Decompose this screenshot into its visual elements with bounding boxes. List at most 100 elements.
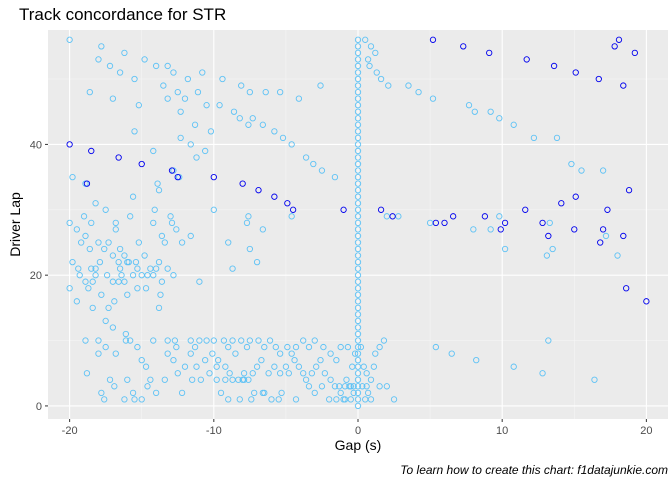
data-point-light: [238, 337, 245, 344]
data-point-light: [510, 121, 517, 128]
data-point-light: [191, 121, 199, 128]
data-point-light: [530, 134, 538, 142]
data-point-dark: [545, 232, 552, 240]
data-point-light: [614, 252, 621, 259]
data-point-light: [155, 187, 163, 194]
data-point-light: [360, 363, 367, 370]
data-point-light: [385, 82, 392, 89]
data-point-light: [317, 82, 324, 89]
data-point-dark: [523, 56, 530, 63]
data-point-light: [129, 272, 137, 279]
data-point-light: [177, 108, 184, 115]
data-point-light: [284, 343, 291, 351]
data-point-light: [152, 389, 160, 396]
data-point-light: [246, 245, 254, 253]
data-point-light: [82, 278, 89, 285]
data-point-light: [473, 357, 480, 364]
data-point-light: [245, 376, 252, 383]
data-point-light: [225, 396, 232, 403]
data-point-dark: [377, 206, 385, 213]
data-point-light: [206, 370, 213, 377]
data-point-light: [376, 343, 383, 351]
data-point-light: [174, 370, 181, 377]
data-point-light: [354, 258, 362, 266]
x-axis-title: Gap (s): [335, 437, 382, 453]
data-point-light: [354, 193, 362, 200]
data-point-light: [354, 330, 362, 338]
data-points: [66, 36, 650, 410]
data-point-light: [121, 252, 128, 259]
data-point-light: [354, 95, 362, 102]
data-point-light: [95, 337, 102, 344]
data-point-light: [88, 219, 95, 227]
data-point-light: [122, 330, 130, 338]
data-point-light: [343, 376, 350, 383]
data-point-light: [337, 389, 344, 396]
data-point-light: [82, 337, 89, 344]
data-point-light: [121, 49, 128, 57]
data-point-light: [380, 337, 388, 344]
data-point-light: [135, 102, 142, 109]
data-point-light: [125, 258, 132, 266]
data-point-light: [230, 108, 238, 115]
data-point-dark: [486, 49, 493, 57]
data-point-light: [210, 206, 217, 213]
data-point-light: [118, 272, 125, 279]
data-point-light: [276, 88, 284, 96]
data-point-dark: [429, 36, 437, 43]
data-point-dark: [441, 219, 448, 227]
data-point-light: [350, 383, 357, 390]
data-point-dark: [615, 36, 623, 43]
data-point-light: [111, 298, 118, 305]
data-point-light: [327, 376, 334, 383]
data-point-light: [154, 180, 161, 187]
data-point-light: [354, 357, 362, 364]
data-point-light: [102, 343, 109, 351]
data-point-light: [245, 213, 252, 220]
data-point-light: [372, 49, 379, 57]
data-point-light: [232, 350, 239, 357]
data-point-light: [367, 376, 375, 383]
data-point-light: [429, 95, 437, 102]
data-point-light: [310, 160, 317, 168]
data-point-light: [92, 200, 99, 207]
data-point-dark: [289, 206, 297, 213]
data-point-light: [354, 265, 362, 272]
data-point-light: [357, 343, 365, 351]
data-point-light: [105, 304, 112, 312]
data-point-light: [496, 213, 503, 220]
data-point-dark: [571, 226, 578, 233]
data-point-light: [75, 265, 82, 272]
data-point-light: [320, 343, 327, 351]
data-point-dark: [284, 200, 291, 207]
data-point-light: [243, 219, 251, 227]
data-point-light: [173, 226, 180, 233]
data-point-light: [311, 337, 318, 344]
data-point-light: [82, 232, 89, 240]
data-point-dark: [604, 206, 611, 213]
data-point-light: [171, 337, 179, 344]
data-point-light: [170, 69, 177, 76]
data-point-light: [337, 343, 344, 351]
data-point-light: [112, 350, 119, 357]
data-point-light: [354, 69, 362, 76]
data-point-light: [95, 56, 102, 63]
data-point-light: [341, 383, 349, 390]
data-point-light: [354, 121, 362, 128]
data-point-light: [271, 128, 278, 135]
data-point-light: [354, 134, 362, 142]
data-point-light: [276, 350, 284, 357]
data-point-light: [189, 376, 196, 383]
data-point-light: [354, 160, 362, 168]
data-point-light: [89, 278, 96, 285]
data-point-light: [344, 343, 352, 351]
data-point-light: [164, 350, 171, 357]
data-point-light: [184, 75, 192, 83]
data-point-light: [141, 56, 148, 63]
data-point-light: [193, 154, 200, 161]
data-point-light: [246, 337, 254, 344]
data-point-light: [448, 350, 455, 357]
data-point-dark: [210, 173, 217, 181]
data-point-light: [164, 265, 171, 272]
